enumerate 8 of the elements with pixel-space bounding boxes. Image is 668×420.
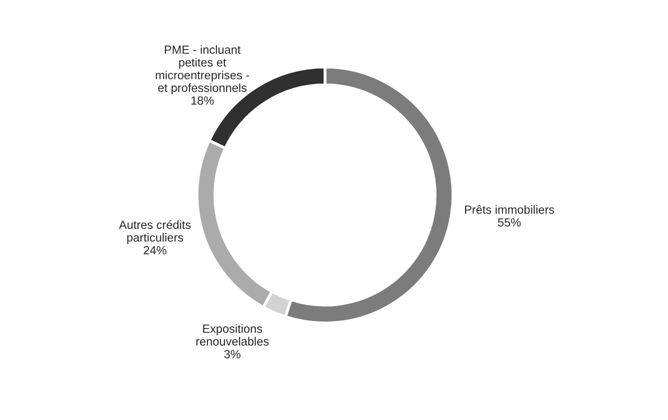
slice-label: Expositions renouvelables (196, 324, 269, 346)
data-label: 18% (191, 96, 214, 105)
slice-label: PME - incluant petites et microentreprises - et professionnels (156, 45, 250, 94)
data-label: 3% (224, 350, 240, 358)
data-label: 24% (144, 246, 166, 254)
data-label: 55% (498, 218, 521, 227)
slice-label: Prêts immobiliers (465, 205, 554, 214)
slice-label: Autres crédits particuliers (118, 220, 191, 244)
